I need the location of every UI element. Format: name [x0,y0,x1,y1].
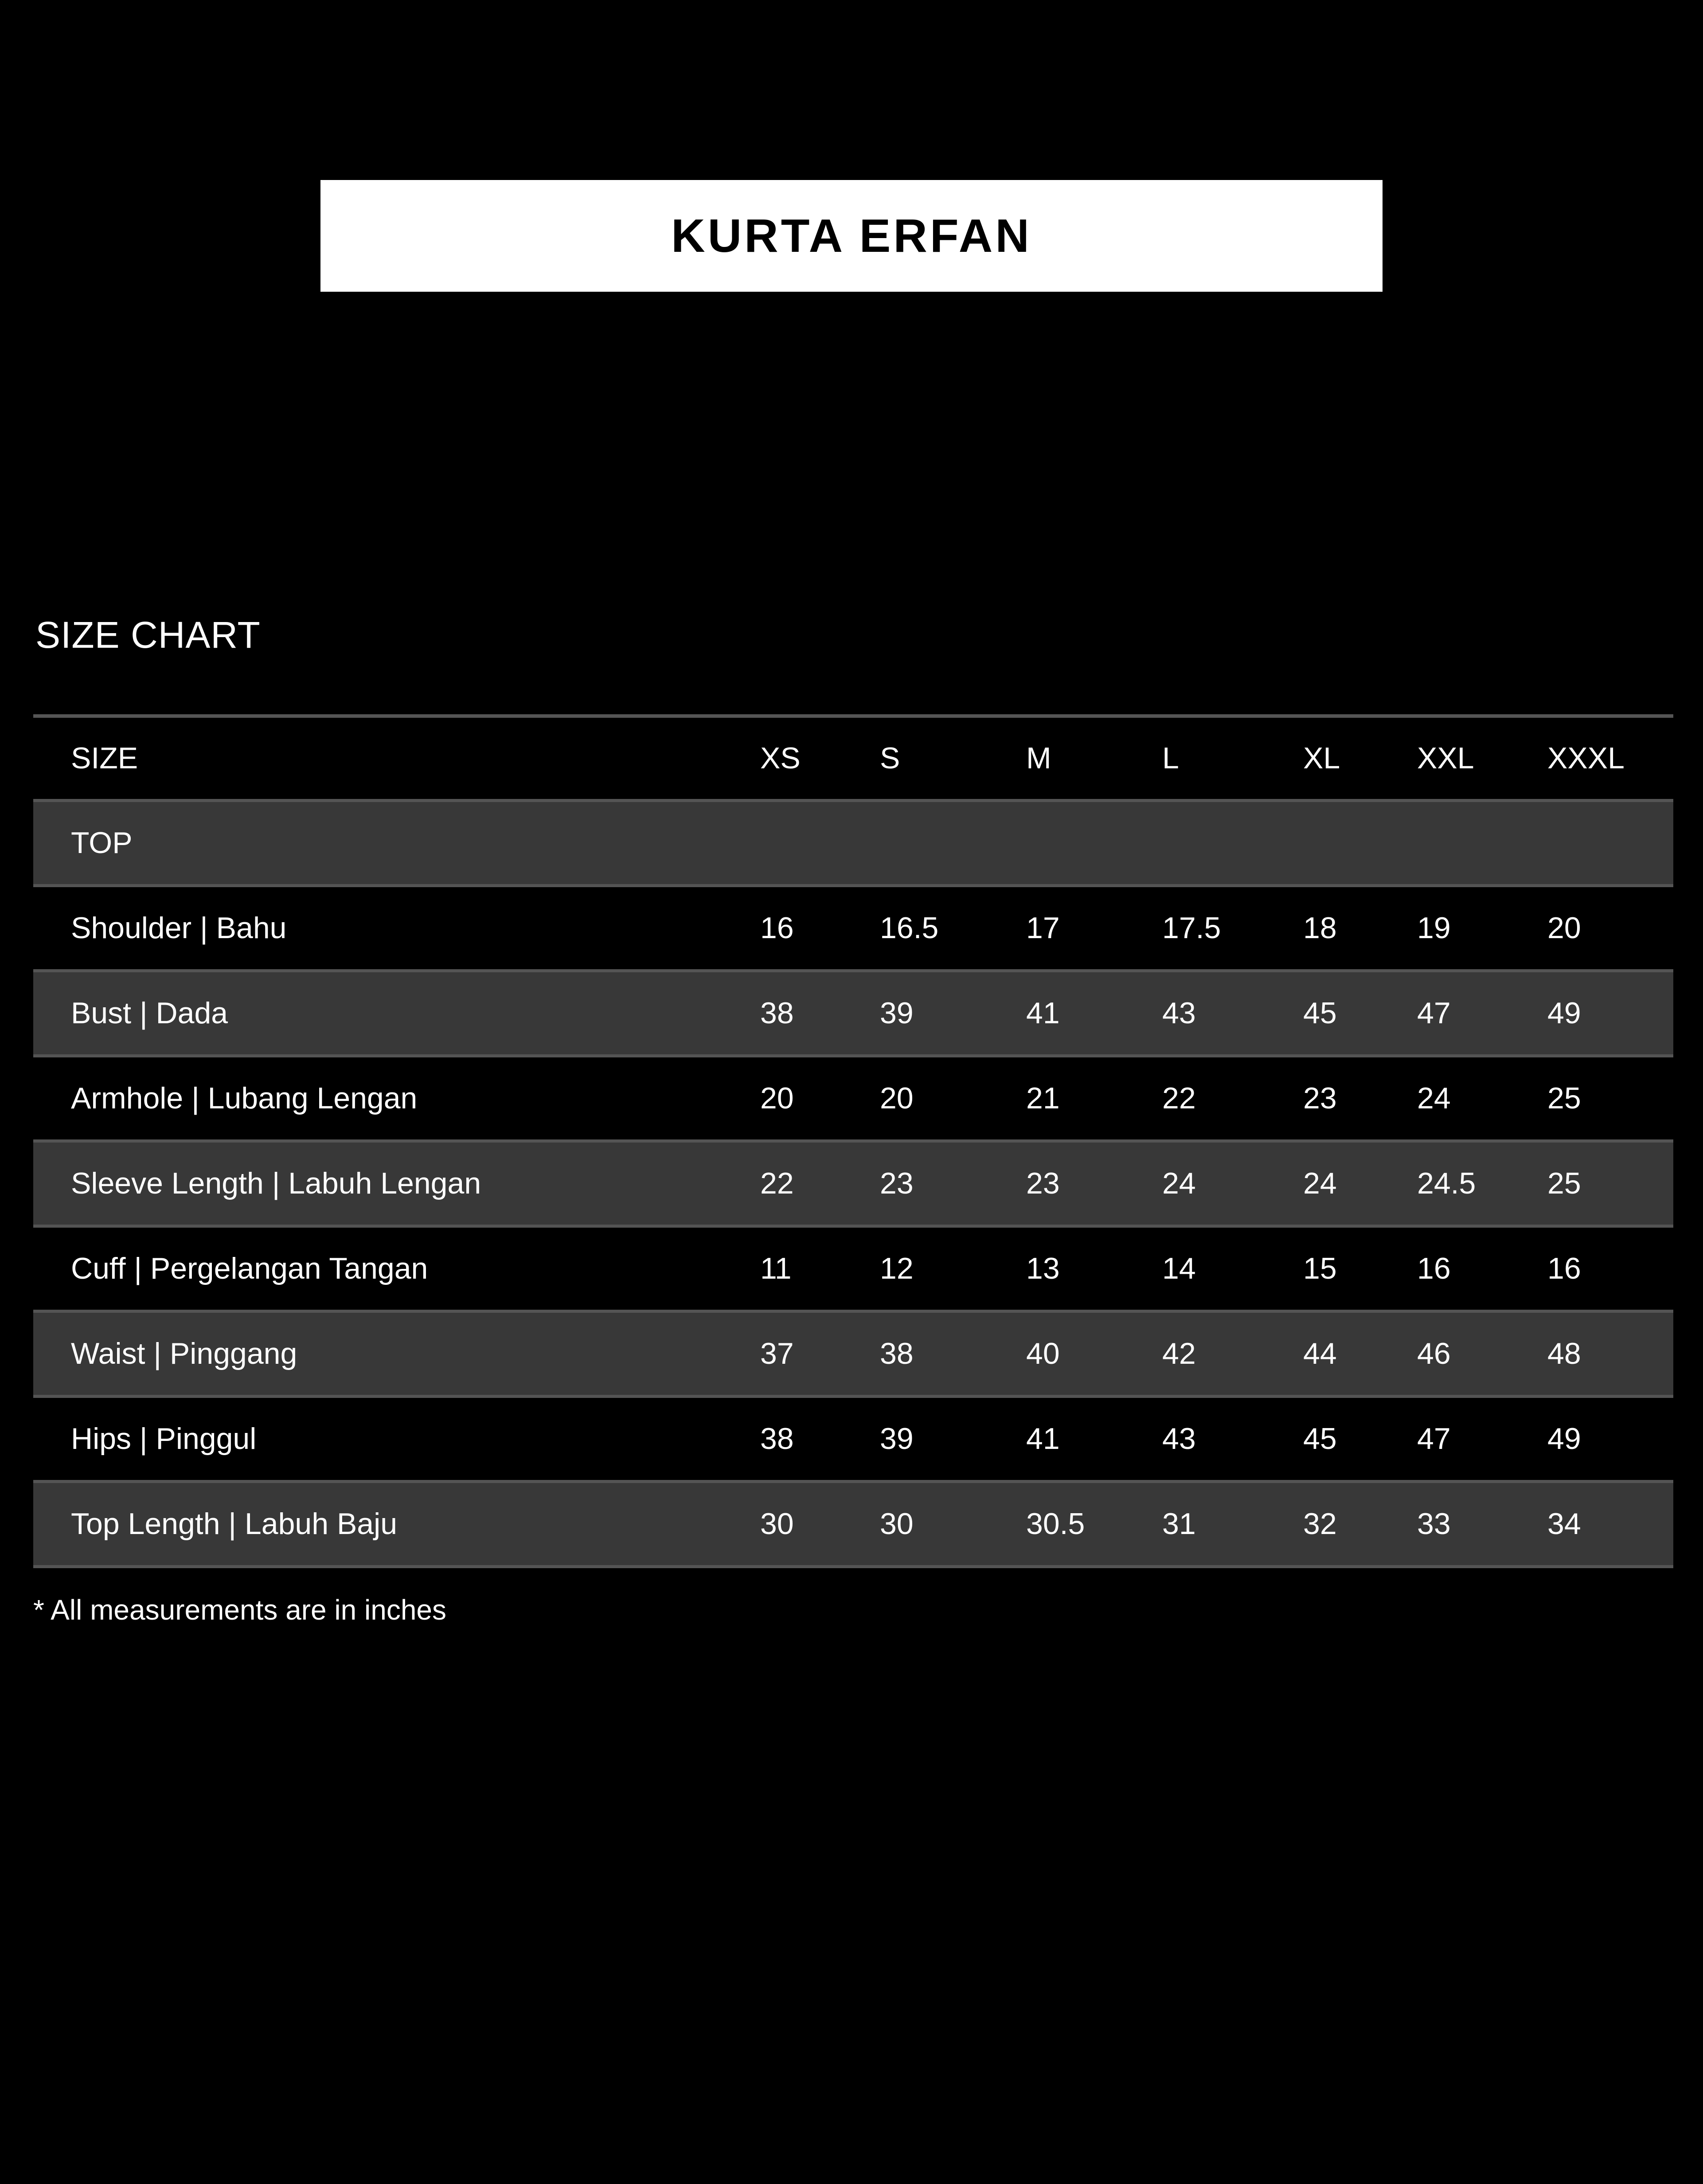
size-value: 12 [880,1252,914,1285]
size-value: 39 [880,969,1026,1057]
size-value: 30.5 [1026,1479,1162,1568]
row-label: Bust | Dada [33,969,760,1057]
size-value: 21 [1026,1081,1060,1115]
table-row: Sleeve Length | Labuh Lengan 22 23 23 24… [33,1139,1673,1228]
size-value: 41 [1026,969,1162,1057]
size-value: 47 [1417,969,1547,1057]
table-row: Hips | Pinggul 38 39 41 43 45 47 49 [33,1396,1673,1481]
size-header-l: L [1162,741,1179,775]
size-value: 41 [1026,1422,1060,1456]
size-value: 43 [1162,969,1303,1057]
size-value: 45 [1303,969,1417,1057]
size-value: 11 [760,1252,792,1285]
size-header-xs: XS [760,741,801,775]
row-label: Shoulder | Bahu [71,911,287,945]
row-label: Hips | Pinggul [71,1422,257,1456]
table-row: Bust | Dada 38 39 41 43 45 47 49 [33,969,1673,1057]
size-value: 39 [880,1422,914,1456]
title-banner: KURTA ERFAN [320,180,1383,292]
size-value: 25 [1547,1081,1581,1115]
size-value: 13 [1026,1252,1060,1285]
table-row: Top Length | Labuh Baju 30 30 30.5 31 32… [33,1479,1673,1568]
size-value: 30 [880,1479,1026,1568]
size-value: 48 [1547,1309,1673,1398]
size-value: 32 [1303,1479,1417,1568]
size-value: 34 [1547,1479,1673,1568]
product-title: KURTA ERFAN [671,209,1032,262]
size-value: 20 [880,1081,914,1115]
size-value: 24 [1162,1139,1303,1228]
row-label: Waist | Pinggang [33,1309,760,1398]
size-value: 45 [1303,1422,1337,1456]
size-value: 17.5 [1162,911,1221,945]
size-header-xxl: XXL [1417,741,1474,775]
size-value: 49 [1547,969,1673,1057]
size-value: 38 [760,969,880,1057]
size-value: 24 [1417,1081,1451,1115]
row-label: Top Length | Labuh Baju [33,1479,760,1568]
size-value: 49 [1547,1422,1581,1456]
table-row: Armhole | Lubang Lengan 20 20 21 22 23 2… [33,1056,1673,1141]
section-row-label: TOP [33,798,1673,887]
table-header-row: SIZE XS S M L XL XXL XXXL [33,716,1673,800]
size-value: 16 [1417,1252,1451,1285]
section-row-top: TOP [33,798,1673,887]
size-value: 24.5 [1417,1139,1547,1228]
size-header-xl: XL [1303,741,1340,775]
size-value: 46 [1417,1309,1547,1398]
size-value: 38 [760,1422,794,1456]
size-value: 19 [1417,911,1451,945]
size-column-label: SIZE [71,741,138,775]
size-value: 24 [1303,1139,1417,1228]
size-value: 31 [1162,1479,1303,1568]
table-row: Waist | Pinggang 37 38 40 42 44 46 48 [33,1309,1673,1398]
row-label: Cuff | Pergelangan Tangan [71,1252,428,1285]
size-value: 15 [1303,1252,1337,1285]
size-chart-table: SIZE XS S M L XL XXL XXXL TOP Shoulder |… [33,714,1673,1568]
size-value: 37 [760,1309,880,1398]
size-header-xxxl: XXXL [1547,741,1625,775]
size-value: 20 [1547,911,1581,945]
size-value: 42 [1162,1309,1303,1398]
size-value: 16 [760,911,794,945]
table-row: Shoulder | Bahu 16 16.5 17 17.5 18 19 20 [33,885,1673,971]
size-value: 25 [1547,1139,1673,1228]
section-heading: SIZE CHART [35,614,261,656]
measurement-footnote: * All measurements are in inches [33,1594,446,1626]
size-value: 33 [1417,1479,1547,1568]
size-value: 47 [1417,1422,1451,1456]
size-value: 40 [1026,1309,1162,1398]
size-value: 22 [1162,1081,1196,1115]
table-row: Cuff | Pergelangan Tangan 11 12 13 14 15… [33,1226,1673,1311]
size-value: 22 [760,1139,880,1228]
size-value: 16 [1547,1252,1581,1285]
size-value: 23 [1303,1081,1337,1115]
size-value: 20 [760,1081,794,1115]
size-value: 43 [1162,1422,1196,1456]
size-header-m: M [1026,741,1051,775]
size-value: 17 [1026,911,1060,945]
size-value: 44 [1303,1309,1417,1398]
row-label: Sleeve Length | Labuh Lengan [33,1139,760,1228]
row-label: Armhole | Lubang Lengan [71,1081,418,1115]
size-value: 38 [880,1309,1026,1398]
size-value: 14 [1162,1252,1196,1285]
size-value: 30 [760,1479,880,1568]
size-value: 16.5 [880,911,939,945]
size-header-s: S [880,741,900,775]
size-value: 23 [880,1139,1026,1228]
size-value: 23 [1026,1139,1162,1228]
size-value: 18 [1303,911,1337,945]
